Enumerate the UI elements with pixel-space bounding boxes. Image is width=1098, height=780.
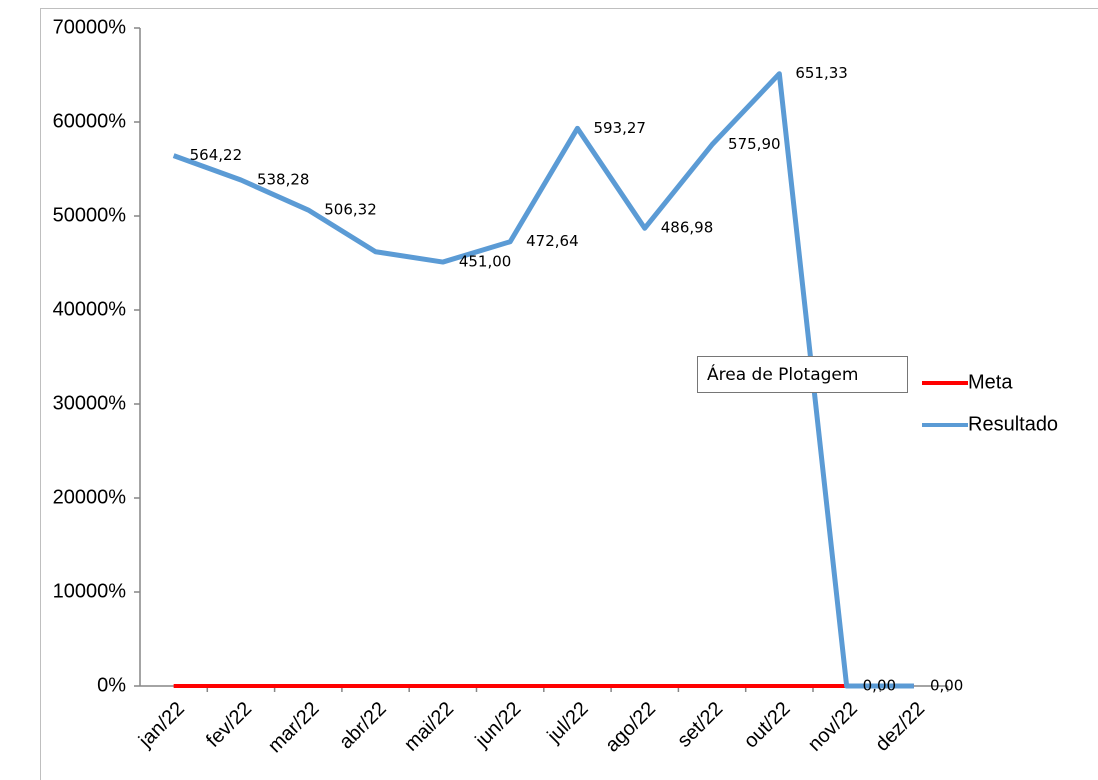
x-tick-label: mai/22 [400,698,458,756]
x-tick-label: fev/22 [202,698,256,752]
x-tick-label: set/22 [673,698,727,752]
y-tick-label: 10000% [53,580,127,602]
data-label: 538,28 [257,171,310,189]
data-label: 0,00 [930,677,963,695]
data-label: 451,00 [459,253,512,271]
y-tick-label: 50000% [53,204,127,226]
x-tick-label: mar/22 [264,698,324,758]
tooltip-box [697,356,908,393]
y-tick-label: 60000% [53,110,127,132]
tooltip: Área de Plotagem [697,356,908,393]
y-tick-label: 20000% [53,486,127,508]
x-tick-label: jan/22 [134,698,189,753]
x-tick-label: nov/22 [804,698,862,756]
legend-label: Meta [968,371,1013,393]
data-label: 564,22 [190,146,243,164]
tooltip-text: Área de Plotagem [707,363,858,385]
x-tick-label: jun/22 [471,698,526,753]
data-label: 506,32 [324,201,377,219]
x-tick-label: dez/22 [871,698,929,756]
x-tick-label: out/22 [740,698,795,753]
data-label: 575,90 [728,135,781,153]
data-label: 0,00 [863,677,896,695]
y-tick-label: 70000% [53,16,127,38]
x-tick-label: ago/22 [601,698,660,757]
x-tick-label: abr/22 [335,698,391,754]
data-label: 486,98 [661,219,714,237]
series-line [172,71,914,689]
y-tick-label: 30000% [53,392,127,414]
chart-frame [40,8,1098,780]
y-tick-label: 0% [97,674,126,696]
data-label: 651,33 [795,64,848,82]
legend-label: Resultado [968,413,1058,435]
data-label: 472,64 [526,232,579,250]
x-tick-label: jul/22 [543,698,593,748]
data-label: 593,27 [593,119,646,137]
y-tick-label: 40000% [53,298,127,320]
